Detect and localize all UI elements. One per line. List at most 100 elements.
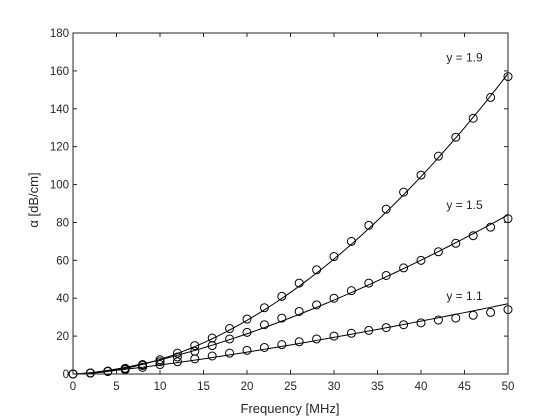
x-tick-label: 25 (284, 381, 297, 393)
series-2 (68, 303, 513, 379)
y-tick-label: 40 (56, 293, 69, 305)
series-1-point (364, 278, 374, 288)
series-2-point (172, 357, 182, 367)
series-1-point (277, 313, 287, 323)
series-0 (68, 72, 513, 379)
series-2-point (329, 331, 339, 341)
series-2-point (103, 367, 113, 377)
series-1-point (155, 357, 165, 367)
series-2-point (486, 307, 496, 317)
series-2-point (451, 313, 461, 323)
axes-layer (72, 32, 509, 375)
series-2-fit-line (72, 303, 509, 375)
series-2-point (242, 345, 252, 355)
series-0-point (381, 204, 391, 214)
y-tick-label: 160 (50, 66, 69, 78)
series-1-point (433, 247, 443, 257)
y-tick-label: 120 (50, 142, 69, 154)
series-2-point (381, 323, 391, 333)
series-2-point (207, 351, 217, 361)
ticks-layer: 0 5 10 15 20 25 30 35 40 45 50 0 20 40 60 80 100 120 140 16… (50, 28, 515, 393)
series-1 (68, 214, 513, 379)
series-0-point (259, 303, 269, 313)
series-1-point (416, 255, 426, 265)
series-1-point (399, 263, 409, 273)
series-0-point (399, 187, 409, 197)
series-2-point (277, 340, 287, 350)
curve-annotation: y = 1.5 (446, 198, 483, 212)
series-1-fit-line (72, 214, 509, 375)
series-layer (68, 72, 513, 379)
y-tick-label: 20 (56, 331, 69, 343)
curve-annotation: y = 1.1 (446, 289, 483, 303)
series-1-point (172, 352, 182, 362)
x-tick-label: 0 (70, 381, 76, 393)
series-2-point (259, 342, 269, 352)
curve-annotation: y = 1.9 (446, 50, 483, 64)
series-0-point (433, 151, 443, 161)
series-1-point (329, 293, 339, 303)
series-2-point (399, 320, 409, 330)
series-2-point (138, 362, 148, 372)
series-0-fit-line (72, 73, 509, 375)
series-2-point (364, 325, 374, 335)
series-1-point (312, 300, 322, 310)
series-0-point (451, 132, 461, 142)
series-1-point (242, 327, 252, 337)
x-tick-label: 5 (113, 381, 119, 393)
series-2-point (468, 310, 478, 320)
x-tick-label: 15 (197, 381, 210, 393)
series-0-point (312, 265, 322, 275)
series-0-point (364, 220, 374, 230)
x-tick-label: 30 (328, 381, 341, 393)
series-1-point (225, 334, 235, 344)
series-0-point (190, 341, 200, 351)
y-tick-label: 100 (50, 180, 69, 192)
x-tick-label: 50 (502, 381, 515, 393)
series-2-point (190, 354, 200, 364)
series-1-point (468, 231, 478, 241)
series-0-point (277, 291, 287, 301)
x-tick-label: 20 (241, 381, 254, 393)
y-axis-label: α [dB/cm] (26, 172, 41, 227)
series-0-point (172, 348, 182, 358)
series-0-point (329, 252, 339, 262)
series-0-point (225, 324, 235, 334)
y-tick-label: 140 (50, 104, 69, 116)
y-tick-label: 0 (63, 369, 69, 381)
series-1-point (294, 306, 304, 316)
series-1-point (486, 222, 496, 232)
series-1-point (381, 270, 391, 280)
series-2-point (433, 315, 443, 325)
series-2-point (294, 337, 304, 347)
series-0-point (242, 314, 252, 324)
series-2-point (312, 334, 322, 344)
y-tick-label: 60 (56, 255, 69, 267)
annotations-layer: y = 1.9 y = 1.5 y = 1.1 (446, 50, 483, 303)
series-1-point (259, 320, 269, 330)
series-0-point (294, 278, 304, 288)
series-2-point (155, 360, 165, 370)
series-2-point (85, 368, 95, 378)
series-0-point (468, 113, 478, 123)
series-0-point (416, 170, 426, 180)
series-0-point (207, 333, 217, 343)
y-tick-label: 180 (50, 28, 69, 40)
series-0-point (346, 236, 356, 246)
series-2-point (225, 348, 235, 358)
series-1-point (346, 286, 356, 296)
x-axis-label: Frequency [MHz] (241, 401, 340, 416)
series-2-point (416, 318, 426, 328)
x-tick-label: 10 (154, 381, 167, 393)
series-0-point (486, 92, 496, 102)
x-tick-label: 40 (415, 381, 428, 393)
x-tick-label: 35 (371, 381, 384, 393)
series-1-point (207, 341, 217, 351)
y-tick-label: 80 (56, 217, 69, 229)
axes-box (72, 32, 509, 375)
series-1-point (451, 238, 461, 248)
x-tick-label: 45 (458, 381, 471, 393)
series-2-point (346, 328, 356, 338)
